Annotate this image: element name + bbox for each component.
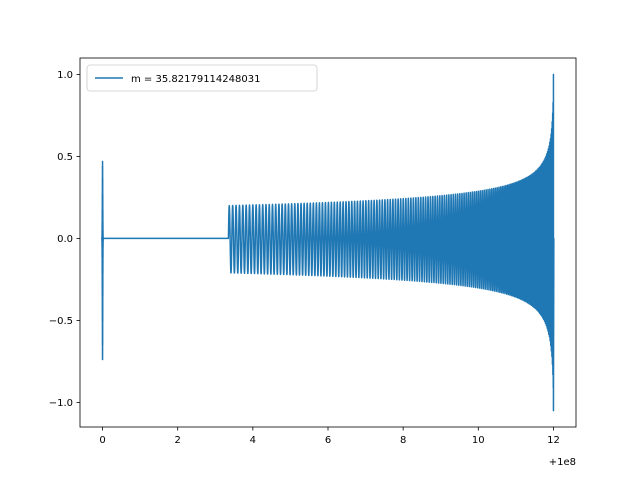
plot-area bbox=[101, 73, 555, 412]
y-tick-label: −0.5 bbox=[49, 316, 73, 327]
x-tick-label: 4 bbox=[250, 435, 256, 446]
y-tick-label: 0.5 bbox=[57, 152, 73, 163]
series-line-path bbox=[101, 73, 555, 412]
legend-label: m = 35.82179114248031 bbox=[131, 74, 260, 85]
series-line-m bbox=[101, 73, 555, 412]
x-tick-label: 12 bbox=[547, 435, 560, 446]
y-tick-label: −1.0 bbox=[49, 398, 73, 409]
x-offset-label: +1e8 bbox=[549, 457, 576, 468]
y-tick-label: 0.0 bbox=[57, 234, 73, 245]
x-tick-label: 10 bbox=[472, 435, 485, 446]
legend: m = 35.82179114248031 bbox=[86, 64, 318, 92]
y-tick-label: 1.0 bbox=[57, 70, 73, 81]
x-axis: 0 2 4 6 8 10 12 bbox=[99, 427, 560, 446]
y-axis: −1.0 −0.5 0.0 0.5 1.0 bbox=[49, 70, 80, 409]
legend-box bbox=[86, 64, 318, 92]
x-tick-label: 6 bbox=[325, 435, 331, 446]
x-tick-label: 2 bbox=[175, 435, 181, 446]
x-tick-label: 8 bbox=[400, 435, 406, 446]
x-tick-label: 0 bbox=[99, 435, 105, 446]
